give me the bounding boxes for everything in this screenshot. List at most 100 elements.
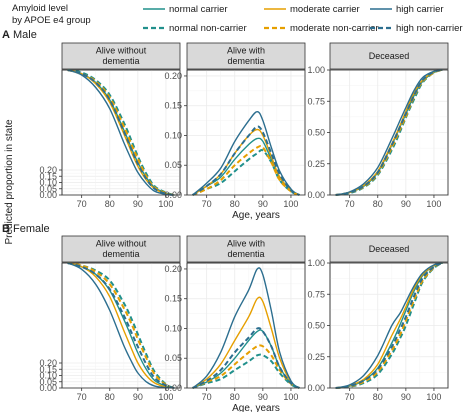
panels: Alive withoutdementia0.000.050.100.150.2… <box>39 42 449 402</box>
facet-strip <box>186 235 306 263</box>
y-tick-label: 0.20 <box>164 71 182 81</box>
series-line-high-non-carrier <box>335 262 443 389</box>
x-tick-label: 70 <box>77 199 87 209</box>
facet-strip-label: dementia <box>227 249 264 259</box>
y-tick-label: 0.00 <box>307 383 325 393</box>
plot-area <box>186 262 306 389</box>
x-axis-label-bottom: Age, years <box>232 403 280 412</box>
x-tick-label: 90 <box>258 199 268 209</box>
series-line-moderate-carrier <box>67 262 175 389</box>
y-tick-label: 0.50 <box>307 128 325 138</box>
x-tick-label: 90 <box>258 392 268 402</box>
x-tick-label: 80 <box>373 392 383 402</box>
y-tick-label: 0.20 <box>39 165 57 175</box>
x-tick-label: 100 <box>426 199 441 209</box>
series-line-moderate-carrier <box>192 128 300 196</box>
series-line-high-non-carrier <box>67 69 175 196</box>
series-line-moderate-non-carrier <box>192 145 300 196</box>
series-line-high-carrier <box>67 69 175 196</box>
legend-label-normal-carrier: normal carrier <box>169 4 228 15</box>
facet-strip <box>329 42 449 70</box>
series-line-high-non-carrier <box>67 262 175 389</box>
y-tick-label: 0.15 <box>39 171 57 181</box>
y-tick-label: 0.25 <box>307 352 325 362</box>
x-tick-label: 80 <box>105 199 115 209</box>
x-tick-label: 90 <box>133 199 143 209</box>
legend-label-moderate-non-carrier: moderate non-carrier <box>290 23 379 34</box>
panel-female-alive-without-dementia: Alive withoutdementia0.000.050.100.150.2… <box>39 235 181 402</box>
x-tick-label: 70 <box>345 392 355 402</box>
facet-strip-label: Alive without <box>96 46 147 56</box>
panel-male-deceased: Deceased 0.00 0.25 0.50 0.75 1.00 70 80 90 100 <box>307 42 449 209</box>
x-tick-label: 80 <box>230 392 240 402</box>
series-line-high-non-carrier <box>192 327 300 389</box>
panel-female-deceased: Deceased 0.00 0.25 0.50 0.75 1.00 70 80 90 100 <box>307 235 449 402</box>
x-tick-label: 70 <box>202 199 212 209</box>
y-tick-label: 1.00 <box>307 258 325 268</box>
legend: Amyloid level by APOE e4 group normal ca… <box>12 3 463 34</box>
facet-strip <box>329 235 449 263</box>
y-tick-label: 0.05 <box>39 377 57 387</box>
facet-strip-label: Deceased <box>369 51 410 61</box>
y-tick-label: 0.00 <box>307 190 325 200</box>
legend-label-high-non-carrier: high non-carrier <box>396 23 463 34</box>
x-tick-label: 70 <box>202 392 212 402</box>
series-line-high-carrier <box>67 262 175 389</box>
x-axis-label-top: Age, years <box>232 210 280 221</box>
facet-strip-label: dementia <box>102 56 139 66</box>
series-line-high-non-carrier <box>335 69 443 196</box>
y-tick-label: 0.20 <box>39 358 57 368</box>
facet-strip-label: Alive with <box>227 239 265 249</box>
plot-border <box>186 69 306 196</box>
legend-title-line-1: Amyloid level <box>12 3 68 14</box>
x-tick-label: 100 <box>158 199 173 209</box>
row-title-female: Female <box>13 223 50 235</box>
x-tick-label: 80 <box>373 199 383 209</box>
plot-border <box>61 262 181 389</box>
x-tick-label: 100 <box>426 392 441 402</box>
facet-strip-label: Alive with <box>227 46 265 56</box>
plot-border <box>186 262 306 389</box>
y-tick-label: 0.05 <box>164 160 182 170</box>
y-tick-label: 0.20 <box>164 264 182 274</box>
series-line-high-non-carrier <box>192 125 300 196</box>
legend-title-line-2: by APOE e4 group <box>12 15 91 26</box>
plot-border <box>61 69 181 196</box>
facet-strip <box>61 42 181 70</box>
series-line-high-carrier <box>192 110 300 196</box>
series-line-normal-non-carrier <box>192 353 300 389</box>
y-tick-label: 0.50 <box>307 321 325 331</box>
legend-label-normal-non-carrier: normal non-carrier <box>169 23 247 34</box>
facet-strip-label: Alive without <box>96 239 147 249</box>
plot-area <box>186 69 306 196</box>
x-tick-label: 80 <box>230 199 240 209</box>
y-tick-label: 0.10 <box>164 130 182 140</box>
y-tick-label: 0.25 <box>307 159 325 169</box>
y-tick-label: 0.05 <box>39 184 57 194</box>
y-tick-label: 0.00 <box>164 190 182 200</box>
series-line-high-carrier <box>335 69 443 196</box>
series-line-high-carrier <box>192 267 300 389</box>
panel-male-alive-without-dementia: Alive withoutdementia0.000.050.100.150.2… <box>39 42 181 209</box>
y-axis-label: Predicted proportion in state <box>4 119 15 245</box>
x-tick-label: 70 <box>77 392 87 402</box>
row-tag-a: A <box>2 29 10 41</box>
legend-label-moderate-carrier: moderate carrier <box>290 4 360 15</box>
y-tick-label: 0.15 <box>39 364 57 374</box>
y-tick-label: 0.10 <box>164 323 182 333</box>
facet-strip-label: Deceased <box>369 244 410 254</box>
facet-strip-label: dementia <box>102 249 139 259</box>
x-tick-label: 90 <box>133 392 143 402</box>
series-line-moderate-non-carrier <box>67 262 175 389</box>
row-title-male: Male <box>13 29 37 41</box>
x-tick-label: 70 <box>345 199 355 209</box>
legend-label-high-carrier: high carrier <box>396 4 444 15</box>
y-tick-label: 0.05 <box>164 353 182 363</box>
y-tick-label: 0.10 <box>39 371 57 381</box>
series-line-normal-carrier <box>192 329 300 389</box>
y-tick-label: 0.00 <box>39 383 57 393</box>
facet-strip-label: dementia <box>227 56 264 66</box>
series-line-moderate-non-carrier <box>192 344 300 389</box>
